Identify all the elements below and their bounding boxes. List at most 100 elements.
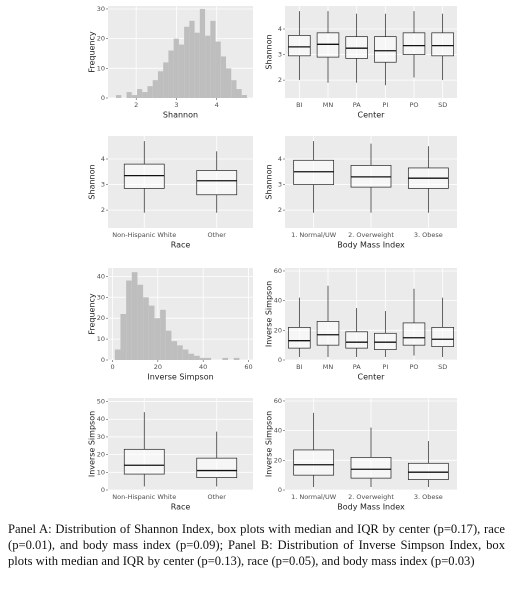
box <box>345 331 368 349</box>
histogram-bar <box>215 41 221 98</box>
x-tick-label: 1. Normal/UW <box>291 231 337 239</box>
histogram-bar <box>199 8 206 98</box>
histogram-bar <box>194 32 200 98</box>
y-tick-label: 10 <box>97 468 105 476</box>
histogram-bar <box>194 355 200 360</box>
histogram-bar <box>114 349 121 360</box>
histogram-bar <box>116 95 122 98</box>
y-tick-label: 30 <box>97 293 105 301</box>
histogram-bar <box>131 95 137 98</box>
box <box>288 35 311 57</box>
y-tick-label: 20 <box>274 456 282 464</box>
y-tick-label: 2 <box>101 206 105 214</box>
x-tick-label: 2. Overweight <box>348 231 394 239</box>
histogram-bar <box>171 341 178 360</box>
x-tick-label: 3. Obese <box>414 231 443 239</box>
box <box>402 32 426 55</box>
x-tick-label: MN <box>323 101 334 109</box>
histogram-bar <box>165 330 172 360</box>
y-axis-title: Inverse Simpson <box>265 281 274 347</box>
y-tick-label: 4 <box>278 155 282 163</box>
box <box>374 36 397 63</box>
y-tick-label: 40 <box>274 297 282 305</box>
x-tick-label: PI <box>382 101 388 109</box>
x-tick-label: PI <box>382 363 388 371</box>
plot-background <box>285 6 457 98</box>
histogram-bar <box>157 71 164 98</box>
panel: 0 10 20 30 40 Frequency Inverse Simpson 0 20 40 60 <box>88 268 253 382</box>
histogram-bar <box>189 20 195 99</box>
x-tick-label: Other <box>208 493 227 501</box>
y-axis-title: Shannon <box>265 164 274 199</box>
histogram-bar <box>137 284 144 360</box>
panel: 2 3 4 Shannon Center BI MN PA PI PO SD <box>265 6 457 120</box>
y-tick-label: 2 <box>278 76 282 84</box>
histogram-bar <box>131 272 138 360</box>
x-tick-label: SD <box>438 363 447 371</box>
y-tick-label: 4 <box>101 155 105 163</box>
y-tick-label: 0 <box>101 94 105 102</box>
y-tick-label: 60 <box>274 267 282 275</box>
x-tick-label: 3 <box>174 101 178 109</box>
x-axis-title: Shannon <box>163 111 198 120</box>
box <box>402 322 426 346</box>
histogram-bar <box>142 92 148 98</box>
histogram-bar <box>199 357 206 360</box>
y-tick-label: 50 <box>97 398 105 406</box>
histogram-bar <box>182 349 189 360</box>
box <box>431 327 454 347</box>
panel: 2 3 4 Shannon Race Non-Hispanic White Other <box>88 136 253 250</box>
box <box>196 170 238 196</box>
histogram-bar <box>147 86 153 98</box>
x-tick-label: 1. Normal/UW <box>291 493 337 501</box>
histogram-bar <box>126 280 132 360</box>
histogram-bar <box>205 35 211 98</box>
histogram-bar <box>163 62 169 98</box>
y-tick-label: 20 <box>274 326 282 334</box>
box <box>196 457 238 478</box>
x-tick-label: PO <box>409 363 418 371</box>
y-tick-label: 0 <box>101 356 105 364</box>
x-tick-label: PA <box>353 363 362 371</box>
histogram-bar <box>120 314 127 360</box>
histogram-bar <box>205 357 212 360</box>
y-tick-label: 3 <box>278 181 282 189</box>
x-axis-title: Inverse Simpson <box>147 373 213 382</box>
y-tick-label: 3 <box>278 51 282 59</box>
histogram-bar <box>177 345 183 360</box>
x-axis-title: Body Mass Index <box>337 503 405 512</box>
histogram-bar <box>173 38 179 98</box>
histogram-bar <box>154 318 161 360</box>
y-tick-label: 30 <box>97 5 105 13</box>
histogram-bar <box>241 95 247 98</box>
histogram-bar <box>143 297 149 360</box>
x-tick-label: 40 <box>199 363 207 371</box>
x-tick-label: 60 <box>244 363 252 371</box>
histogram-bar <box>148 305 155 360</box>
y-axis-title: Shannon <box>88 164 97 199</box>
histogram-bar <box>233 357 240 360</box>
y-tick-label: 0 <box>278 356 282 364</box>
x-axis-title: Body Mass Index <box>337 241 405 250</box>
histogram-bar <box>137 89 143 98</box>
box <box>350 457 392 479</box>
histogram-bar <box>126 92 132 98</box>
histogram-bar <box>184 26 190 98</box>
box <box>288 327 311 349</box>
histogram-bar <box>226 68 232 98</box>
panel: 0 10 20 30 Frequency Shannon 2 3 4 <box>88 5 253 120</box>
y-axis-title: Inverse Simpson <box>265 411 274 477</box>
box <box>374 332 397 350</box>
y-tick-label: 2 <box>278 206 282 214</box>
histogram-bar <box>222 357 229 360</box>
x-axis-title: Center <box>358 111 386 120</box>
x-tick-label: Other <box>208 231 227 239</box>
box <box>293 449 335 476</box>
y-axis-title: Frequency <box>88 293 97 335</box>
x-tick-label: 3. Obese <box>414 493 443 501</box>
y-tick-label: 30 <box>97 433 105 441</box>
